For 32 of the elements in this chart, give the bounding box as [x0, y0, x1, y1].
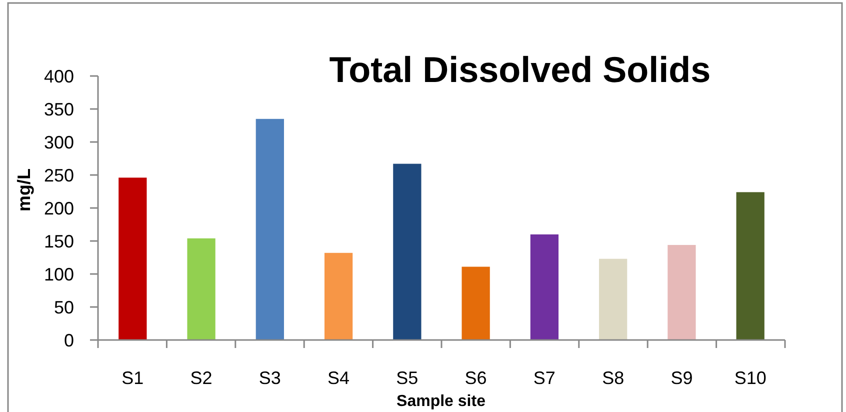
chart-title: Total Dissolved Solids [329, 49, 711, 90]
y-tick-label: 100 [44, 264, 74, 284]
x-tick-label: S5 [396, 368, 418, 388]
bar [530, 234, 559, 340]
y-tick-label: 350 [44, 99, 74, 120]
x-tick-label: S2 [190, 368, 212, 388]
bar [256, 118, 284, 340]
y-axis-title: mg/L [14, 168, 34, 212]
x-tick-label: S10 [734, 368, 766, 388]
bar [393, 164, 422, 340]
bar [118, 178, 147, 340]
x-tick-label: S8 [602, 368, 624, 388]
x-tick-label: S3 [258, 368, 281, 388]
y-tick-label: 250 [44, 165, 74, 186]
x-tick-label: S6 [464, 368, 487, 388]
y-tick-label: 0 [64, 330, 74, 350]
bar [462, 266, 490, 340]
x-tick-label: S9 [670, 368, 693, 388]
x-tick-label: S1 [122, 368, 144, 388]
bar [668, 244, 696, 340]
bar [324, 252, 353, 340]
x-axis-title: Sample site [396, 393, 486, 410]
y-tick-label: 50 [54, 297, 74, 318]
y-tick-label: 400 [44, 66, 74, 86]
bar [736, 192, 764, 340]
x-tick-label: S4 [328, 368, 350, 388]
bar [187, 238, 216, 340]
bar [599, 258, 628, 340]
x-tick-label: S7 [533, 368, 556, 388]
y-tick-label: 150 [44, 231, 74, 252]
y-tick-label: 300 [44, 132, 74, 152]
y-tick-label: 200 [44, 198, 74, 218]
